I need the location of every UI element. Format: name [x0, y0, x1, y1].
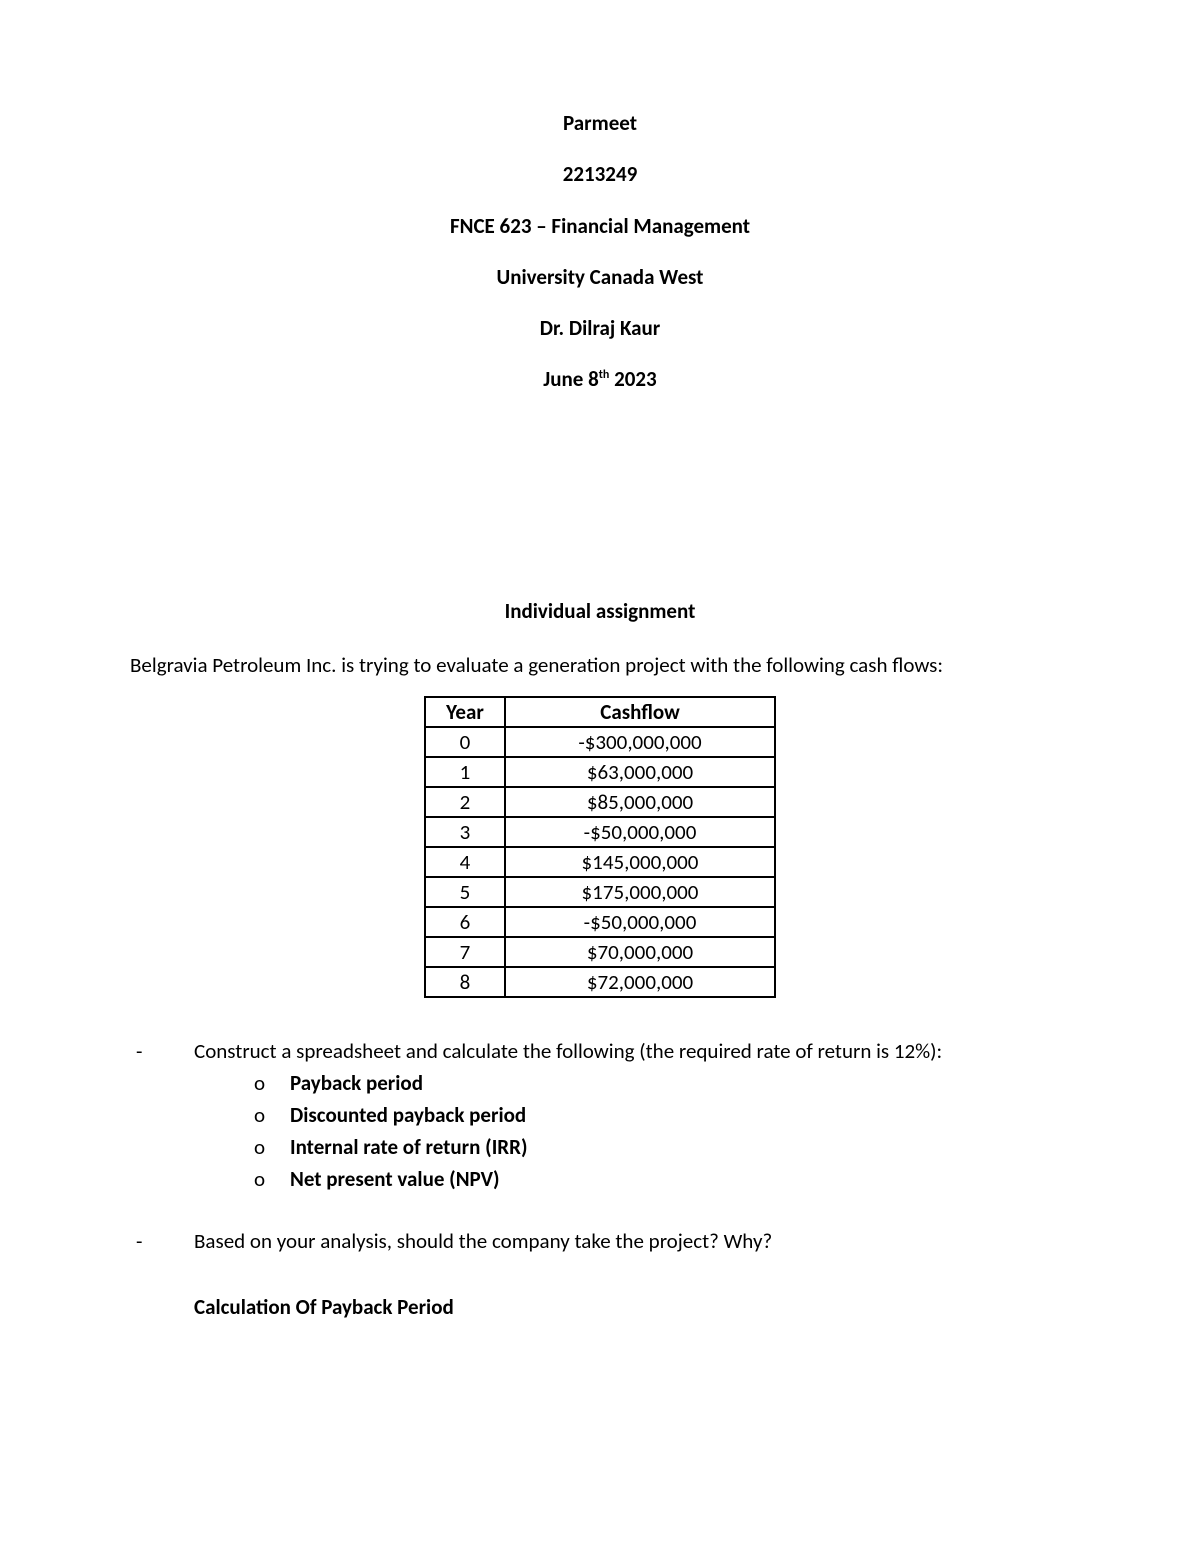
sub-task-label: Internal rate of return (IRR): [290, 1134, 528, 1160]
author-name: Parmeet: [130, 110, 1070, 137]
table-row: 2$85,000,000: [425, 787, 775, 817]
table-row: 3-$50,000,000: [425, 817, 775, 847]
dash-bullet: -: [130, 1038, 194, 1198]
cell-cashflow: $145,000,000: [505, 847, 775, 877]
task-main-1: Construct a spreadsheet and calculate th…: [194, 1038, 942, 1064]
circle-bullet: o: [254, 1102, 290, 1128]
instructor-name: Dr. Dilraj Kaur: [130, 315, 1070, 342]
task-list: - Construct a spreadsheet and calculate …: [130, 1038, 1070, 1254]
cell-year: 3: [425, 817, 505, 847]
cell-year: 0: [425, 727, 505, 757]
intro-paragraph: Belgravia Petroleum Inc. is trying to ev…: [130, 652, 1070, 678]
circle-bullet: o: [254, 1070, 290, 1096]
table-row: 4$145,000,000: [425, 847, 775, 877]
cell-year: 2: [425, 787, 505, 817]
title-header: Parmeet 2213249 FNCE 623 – Financial Man…: [130, 110, 1070, 394]
table-row: 8$72,000,000: [425, 967, 775, 997]
sub-task-list: oPayback period oDiscounted payback peri…: [254, 1070, 1070, 1192]
date-line: June 8th 2023: [130, 366, 1070, 393]
cell-year: 6: [425, 907, 505, 937]
table-row: 5$175,000,000: [425, 877, 775, 907]
table-header-row: Year Cashflow: [425, 697, 775, 727]
table-row: 0-$300,000,000: [425, 727, 775, 757]
cell-cashflow: $70,000,000: [505, 937, 775, 967]
cell-year: 4: [425, 847, 505, 877]
sub-task-item: oDiscounted payback period: [254, 1102, 1070, 1128]
date-year: 2023: [609, 366, 656, 392]
cell-cashflow: -$50,000,000: [505, 907, 775, 937]
calculation-section-title: Calculation Of Payback Period: [194, 1294, 1070, 1320]
cell-cashflow: -$300,000,000: [505, 727, 775, 757]
cell-year: 7: [425, 937, 505, 967]
table-row: 1$63,000,000: [425, 757, 775, 787]
cell-year: 5: [425, 877, 505, 907]
col-header-cashflow: Cashflow: [505, 697, 775, 727]
cell-cashflow: $72,000,000: [505, 967, 775, 997]
university-name: University Canada West: [130, 264, 1070, 291]
date-prefix: June 8: [543, 366, 598, 392]
sub-task-item: oPayback period: [254, 1070, 1070, 1096]
student-id: 2213249: [130, 161, 1070, 188]
course-name: FNCE 623 – Financial Management: [130, 213, 1070, 240]
table-row: 7$70,000,000: [425, 937, 775, 967]
cell-year: 8: [425, 967, 505, 997]
cashflow-table: Year Cashflow 0-$300,000,0001$63,000,000…: [424, 696, 776, 998]
cell-cashflow: -$50,000,000: [505, 817, 775, 847]
assignment-title: Individual assignment: [130, 598, 1070, 624]
task-main-2: Based on your analysis, should the compa…: [194, 1228, 772, 1254]
sub-task-label: Payback period: [290, 1070, 423, 1096]
sub-task-item: oInternal rate of return (IRR): [254, 1134, 1070, 1160]
cell-cashflow: $175,000,000: [505, 877, 775, 907]
circle-bullet: o: [254, 1166, 290, 1192]
cell-cashflow: $85,000,000: [505, 787, 775, 817]
col-header-year: Year: [425, 697, 505, 727]
cell-year: 1: [425, 757, 505, 787]
sub-task-label: Net present value (NPV): [290, 1166, 500, 1192]
task-item: - Construct a spreadsheet and calculate …: [130, 1038, 1070, 1198]
table-row: 6-$50,000,000: [425, 907, 775, 937]
task-item: - Based on your analysis, should the com…: [130, 1228, 1070, 1254]
date-ordinal: th: [599, 368, 610, 382]
sub-task-label: Discounted payback period: [290, 1102, 526, 1128]
sub-task-item: oNet present value (NPV): [254, 1166, 1070, 1192]
circle-bullet: o: [254, 1134, 290, 1160]
cell-cashflow: $63,000,000: [505, 757, 775, 787]
dash-bullet: -: [130, 1228, 194, 1254]
